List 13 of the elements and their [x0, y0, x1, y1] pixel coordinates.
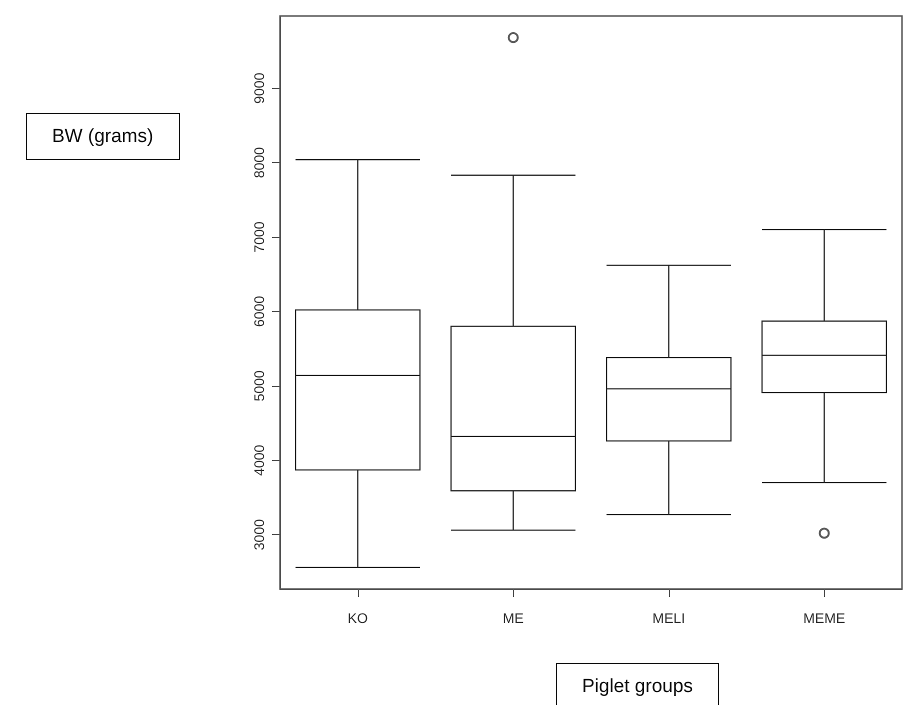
text: BW (grams) [52, 126, 154, 147]
y-tick-label: 6000 [251, 296, 267, 328]
y-tick-label: 3000 [251, 518, 267, 550]
x-tick-label: ME [502, 610, 524, 626]
x-tick-label: MEME [803, 610, 846, 626]
y-tick-label: 9000 [251, 72, 267, 104]
y-tick-label: 4000 [251, 444, 267, 476]
y-tick-label: 7000 [251, 221, 267, 253]
x-axis-title: Piglet groups [582, 676, 693, 697]
x-tick-label: KO [348, 610, 368, 626]
y-tick-label: 5000 [251, 370, 267, 402]
x-tick-label: MELI [652, 610, 686, 626]
y-tick-label: 8000 [251, 146, 267, 178]
